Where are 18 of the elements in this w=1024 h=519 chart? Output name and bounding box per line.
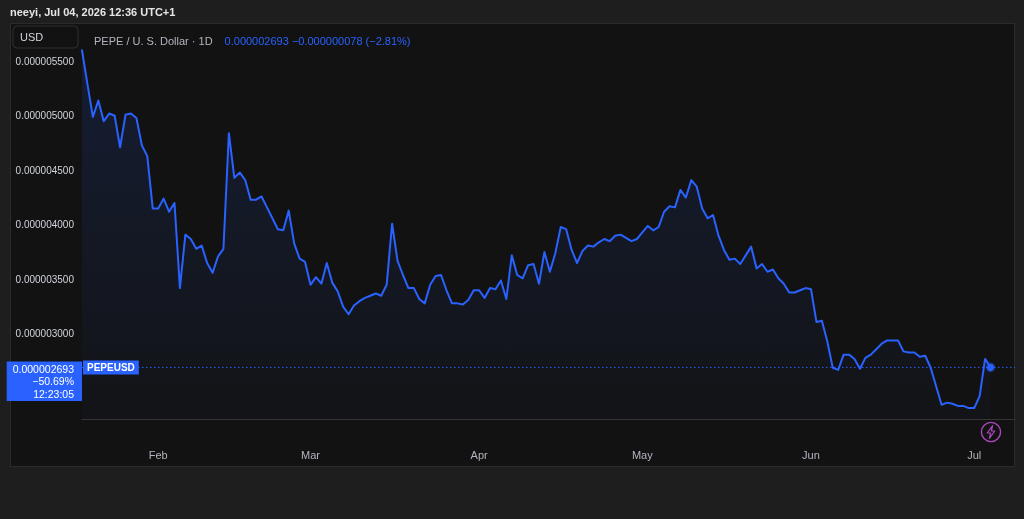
ref-line-label: PEPEUSD: [87, 361, 135, 373]
y-tick-label: 0.000005500: [15, 55, 75, 67]
y-axis-title: USD: [20, 31, 44, 43]
y-tick-label: 0.000004500: [15, 164, 75, 176]
x-tick-label: Feb: [148, 448, 168, 461]
text: 0.000002693 −50.69% 12:23:05: [12, 362, 75, 400]
y-tick-label: 0.000003000: [15, 328, 75, 340]
text: PEPE / U. S. Dollar · 1D: [94, 34, 213, 47]
y-tick-label: 0.000005000: [15, 110, 75, 122]
x-tick-label: May: [631, 448, 654, 461]
y-tick-label: 0.000003500: [15, 273, 75, 285]
x-tick-label: Apr: [470, 448, 489, 461]
text: 0.000002693 −0.000000078 (−2.81%): [224, 34, 411, 47]
x-tick-label: Mar: [301, 448, 321, 461]
x-tick-label: Jul: [967, 448, 982, 461]
text: neeyi, Jul 04, 2026 12:36 UTC+1: [10, 5, 176, 18]
x-tick-label: Jun: [802, 448, 820, 461]
y-tick-label: 0.000004000: [15, 219, 75, 231]
